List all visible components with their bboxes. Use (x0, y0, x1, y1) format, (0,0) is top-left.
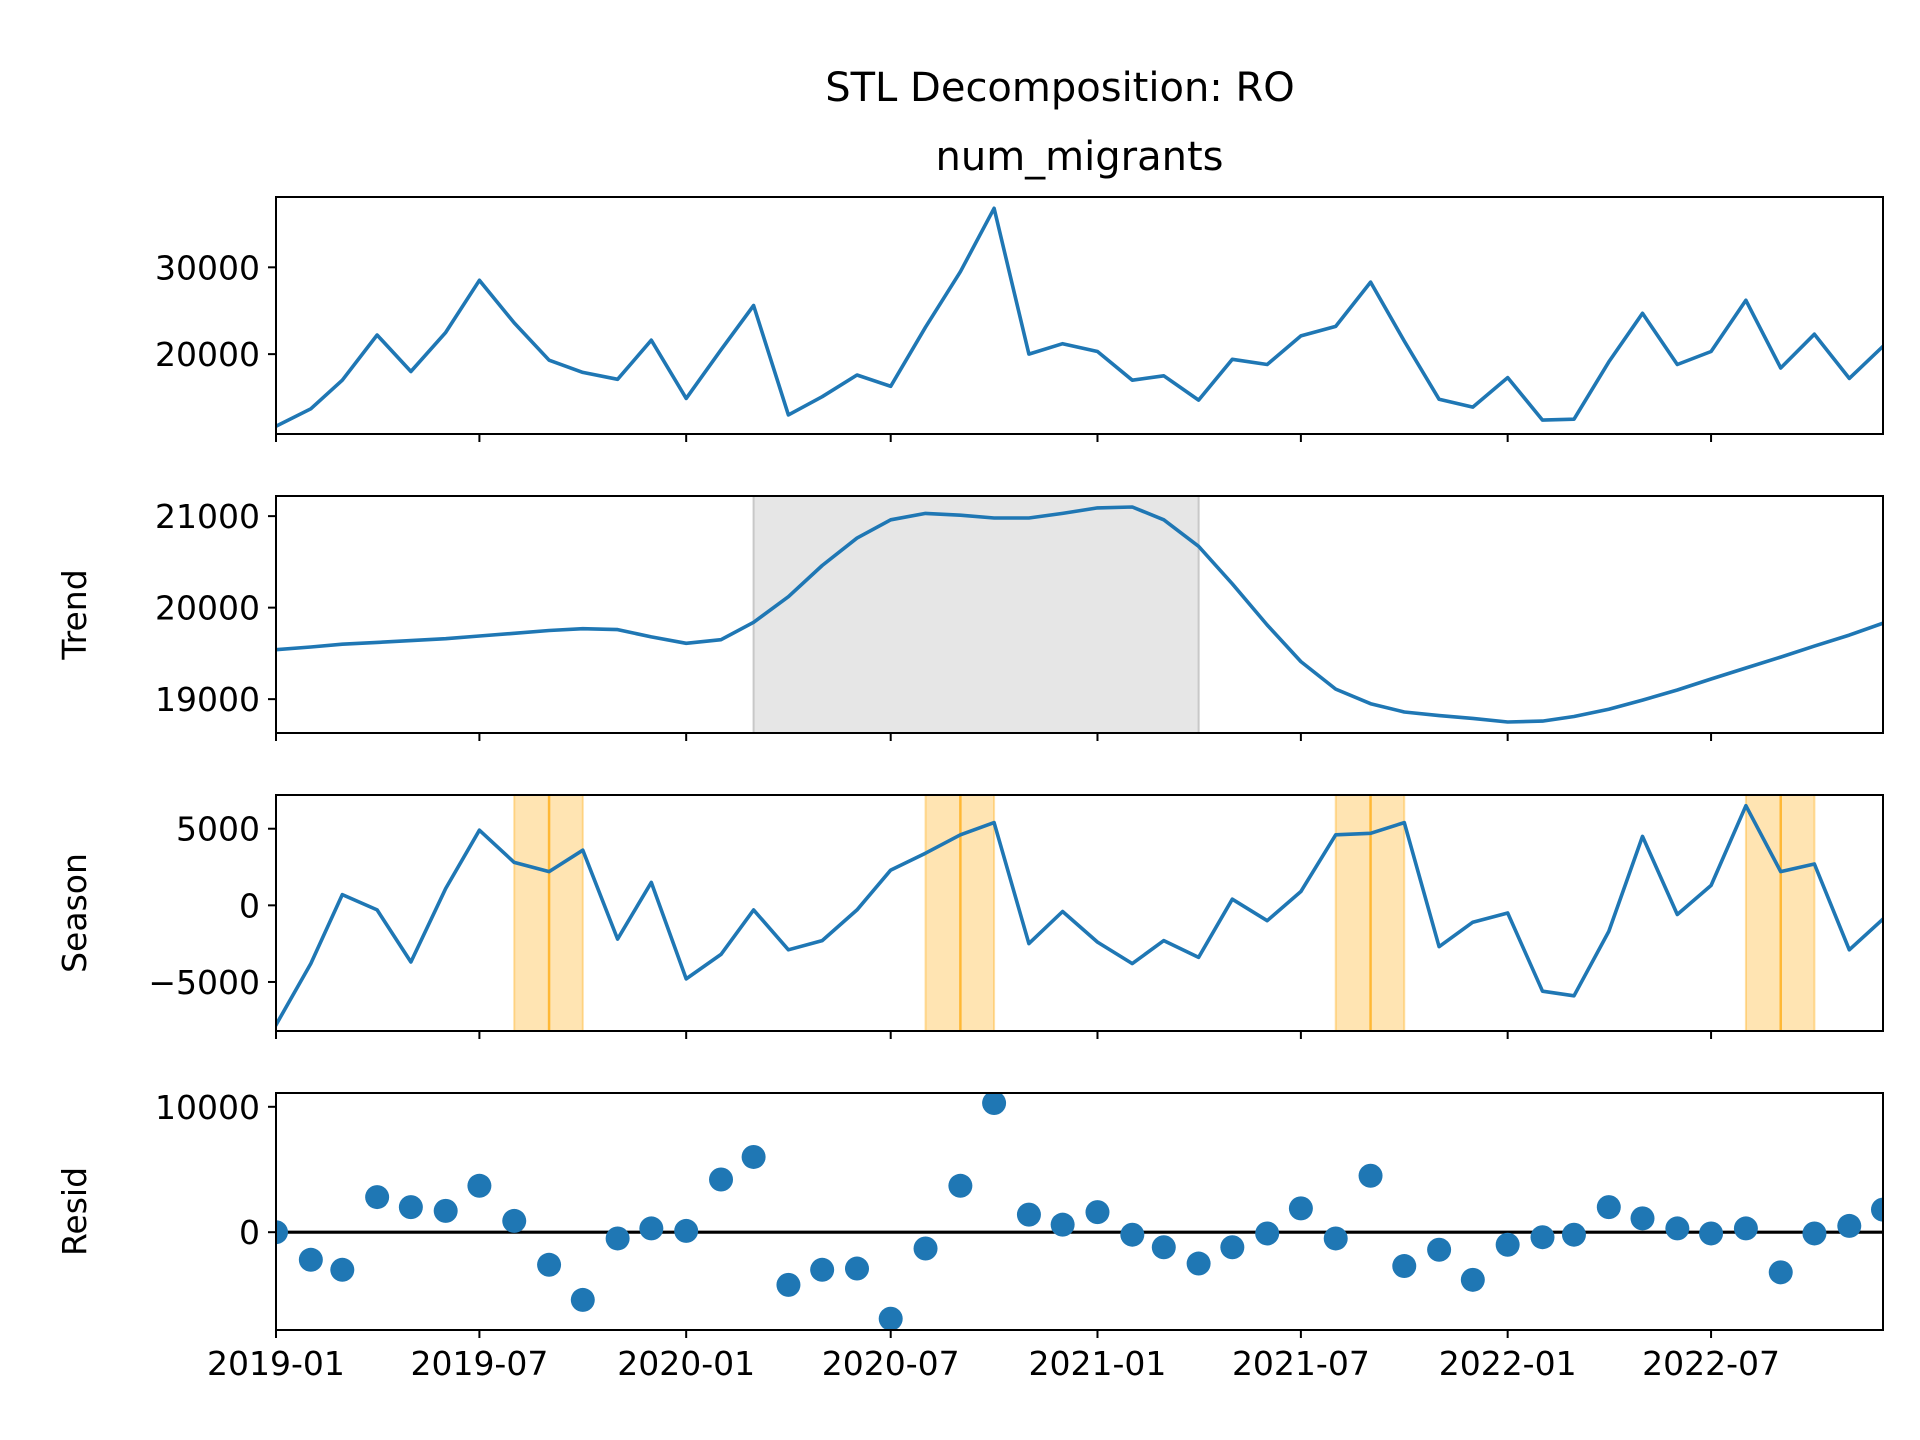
resid-point (570, 1287, 595, 1312)
resid-point (878, 1306, 903, 1330)
x-tick-label: 2022-01 (1439, 1344, 1577, 1383)
resid-point (330, 1257, 355, 1282)
y-tick-label-season: −5000 (148, 963, 260, 1002)
x-tick-label: 2022-07 (1642, 1344, 1780, 1383)
panel-frame-resid (275, 1092, 1884, 1331)
resid-point (1220, 1235, 1245, 1260)
resid-point (1358, 1163, 1383, 1188)
panel-resid: 0 10000 Resid (55, 1088, 1884, 1338)
resid-point (709, 1167, 734, 1192)
resid-point (913, 1236, 938, 1261)
panel-data-observed (276, 206, 1883, 429)
y-tick-label-trend: 20000 (155, 589, 260, 628)
resid-point (1495, 1232, 1520, 1257)
resid-point (1427, 1237, 1452, 1262)
resid-point (298, 1247, 323, 1272)
y-tick-label-resid: 0 (239, 1213, 260, 1252)
y-axis-title-trend: Trend (55, 569, 94, 660)
resid-point (948, 1173, 973, 1198)
resid-point (467, 1173, 492, 1198)
y-axis-title-season: Season (55, 853, 94, 973)
resid-point (1871, 1197, 1883, 1222)
panels-group: 20000 30000 num_migrants 19000 20000 21000 Tre… (55, 134, 1884, 1338)
panel-season: −5000 0 5000 Season (55, 794, 1884, 1039)
resid-point (1768, 1260, 1793, 1285)
panel-frame-observed (275, 196, 1884, 435)
resid-point (605, 1226, 630, 1251)
panel-data-season (276, 795, 1883, 1031)
resid-point (1561, 1222, 1586, 1247)
y-tick-label-season: 5000 (176, 810, 260, 849)
x-tick-label: 2020-07 (822, 1344, 960, 1383)
resid-point (982, 1093, 1007, 1116)
resid-point (1151, 1235, 1176, 1260)
resid-point (1288, 1196, 1313, 1221)
resid-point (365, 1185, 390, 1210)
resid-point (776, 1272, 801, 1297)
resid-point (1665, 1216, 1690, 1241)
resid-point (741, 1144, 766, 1169)
resid-point (1699, 1221, 1724, 1246)
x-tick-label: 2021-01 (1029, 1344, 1167, 1383)
series-line-trend (276, 505, 1883, 724)
resid-point (1630, 1206, 1655, 1231)
x-tick-label: 2020-01 (617, 1344, 755, 1383)
resid-point (1837, 1213, 1862, 1238)
resid-point (1016, 1202, 1041, 1227)
panel-data-trend (276, 496, 1883, 733)
resid-point (674, 1218, 699, 1243)
y-tick-label-resid: 10000 (155, 1088, 260, 1127)
shaded-span (753, 496, 1199, 733)
x-axis: 2019-01 2019-07 2020-01 2020-07 2021-01 2021-… (207, 1344, 1780, 1383)
y-tick-label-observed: 20000 (155, 335, 260, 374)
resid-point (1733, 1216, 1758, 1241)
resid-point (1392, 1254, 1417, 1279)
x-tick-label: 2021-07 (1232, 1344, 1370, 1383)
resid-point (276, 1220, 288, 1245)
resid-point (433, 1198, 458, 1223)
resid-point (1323, 1226, 1348, 1251)
y-tick-label-trend: 21000 (155, 497, 260, 536)
resid-point (1186, 1251, 1211, 1276)
y-tick-label-observed: 30000 (155, 248, 260, 287)
y-axis-title-resid: Resid (55, 1167, 94, 1256)
y-tick-label-trend: 19000 (155, 680, 260, 719)
resid-point (844, 1256, 869, 1281)
panel-title-observed: num_migrants (936, 134, 1224, 180)
resid-point (639, 1216, 664, 1241)
resid-point (1255, 1221, 1280, 1246)
resid-point (810, 1257, 835, 1282)
series-line-observed (276, 206, 1883, 429)
panel-trend: 19000 20000 21000 Trend (55, 495, 1884, 741)
panel-observed: 20000 30000 num_migrants (155, 134, 1884, 442)
resid-point (1802, 1221, 1827, 1246)
resid-point (502, 1208, 527, 1233)
x-tick-label: 2019-01 (207, 1344, 345, 1383)
panel-data-resid (276, 1093, 1883, 1330)
panel-frame-trend (275, 495, 1884, 734)
resid-point (1085, 1200, 1110, 1225)
resid-point (1460, 1267, 1485, 1292)
resid-point (1596, 1195, 1621, 1220)
resid-point (537, 1252, 562, 1277)
x-tick-label: 2019-07 (410, 1344, 548, 1383)
panel-frame-season (275, 794, 1884, 1032)
resid-point (1530, 1225, 1555, 1250)
series-line-season (276, 803, 1883, 1028)
resid-point (1050, 1212, 1075, 1237)
resid-point (1120, 1222, 1145, 1247)
y-tick-label-season: 0 (239, 886, 260, 925)
resid-point (398, 1195, 423, 1220)
chart-suptitle: STL Decomposition: RO (825, 65, 1295, 111)
